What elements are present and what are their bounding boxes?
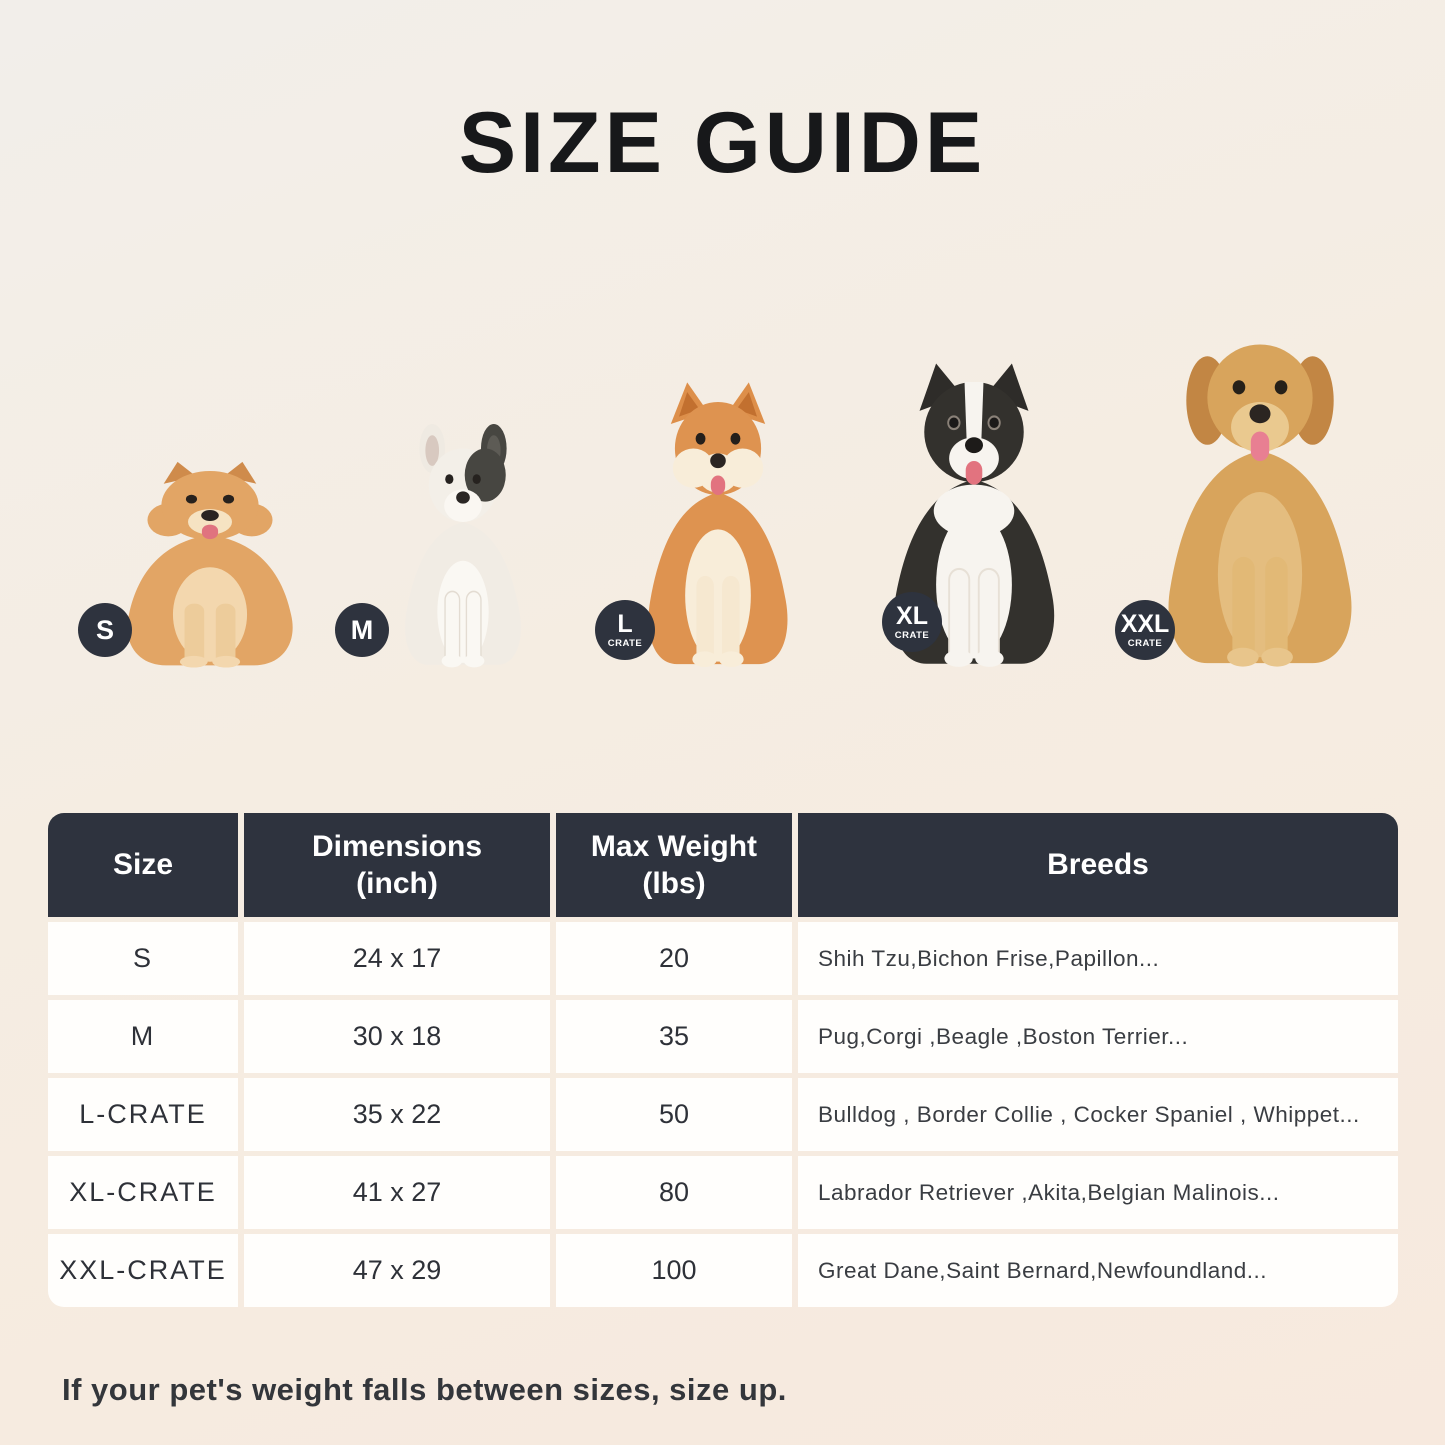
table-header-size-label: Size <box>112 848 174 882</box>
shiba-inu-illustration <box>648 382 788 668</box>
size-badge-s: S <box>78 603 132 657</box>
size-badge-m-label: M <box>350 614 374 645</box>
size-badge-xl-sublabel: CRATE <box>894 629 930 641</box>
size-badge-xl-label: XL <box>896 601 928 630</box>
table-header-max-weight-label: Max Weight <box>590 829 758 863</box>
table-row-l-breeds: Bulldog , Border Collie , Cocker Spaniel… <box>798 1078 1398 1151</box>
table-row-m-dimensions: 30 x 18 <box>244 1000 550 1073</box>
table-row-l-max-weight: 50 <box>556 1078 792 1151</box>
size-badge-m: M <box>335 603 389 657</box>
table-row-xl-breeds: Labrador Retriever ,Akita,Belgian Malino… <box>798 1156 1398 1229</box>
table-header-max-weight-unit: (lbs) <box>642 867 706 900</box>
size-badge-s-label: S <box>95 614 114 645</box>
size-table: Size Dimensions (inch) Max Weight (lbs) … <box>48 813 1398 1307</box>
table-row-xl-size: XL-CRATE <box>48 1156 238 1229</box>
sizing-note: If your pet's weight falls between sizes… <box>62 1372 787 1407</box>
table-header-dimensions: Dimensions (inch) <box>244 813 550 917</box>
size-badge-xxl-crate: XXL CRATE <box>1115 600 1175 660</box>
size-badge-l-crate: L CRATE <box>595 600 655 660</box>
page-title: SIZE GUIDE <box>458 95 987 191</box>
table-row-xxl-breeds: Great Dane,Saint Bernard,Newfoundland... <box>798 1234 1398 1307</box>
table-row-xl-max-weight: 80 <box>556 1156 792 1229</box>
golden-retriever-illustration <box>1168 344 1352 667</box>
table-row-s-max-weight: 20 <box>556 922 792 995</box>
table-row-l-dimensions: 35 x 22 <box>244 1078 550 1151</box>
table-row-m-breeds: Pug,Corgi ,Beagle ,Boston Terrier... <box>798 1000 1398 1073</box>
table-header-size: Size <box>48 813 238 917</box>
table-row-s-dimensions: 24 x 17 <box>244 922 550 995</box>
french-bulldog-illustration <box>405 424 521 668</box>
dog-image-french-bulldog <box>398 424 528 669</box>
table-header-breeds-label: Breeds <box>1047 848 1149 882</box>
table-header-breeds: Breeds <box>798 813 1398 917</box>
table-row-s-breeds: Shih Tzu,Bichon Frise,Papillon... <box>798 922 1398 995</box>
table-row-xxl-dimensions: 47 x 29 <box>244 1234 550 1307</box>
table-row-m-size: M <box>48 1000 238 1073</box>
dog-image-golden-retriever <box>1160 315 1360 669</box>
table-row-m-max-weight: 35 <box>556 1000 792 1073</box>
table-header-max-weight: Max Weight (lbs) <box>556 813 792 917</box>
pomeranian-illustration <box>127 461 293 668</box>
size-badge-xxl-sublabel: CRATE <box>1127 637 1163 649</box>
size-badge-l-sublabel: CRATE <box>607 637 643 649</box>
table-header-dimensions-label: Dimensions <box>311 829 483 863</box>
size-badge-l-label: L <box>617 609 633 638</box>
size-badge-xxl-label: XXL <box>1120 609 1170 638</box>
table-row-l-size: L-CRATE <box>48 1078 238 1151</box>
table-row-xxl-max-weight: 100 <box>556 1234 792 1307</box>
size-badge-xl-crate: XL CRATE <box>882 592 942 652</box>
table-row-xxl-size: XXL-CRATE <box>48 1234 238 1307</box>
table-header-dimensions-unit: (inch) <box>356 867 438 900</box>
table-row-s-size: S <box>48 922 238 995</box>
dog-image-pomeranian <box>122 451 298 669</box>
table-row-xl-dimensions: 41 x 27 <box>244 1156 550 1229</box>
dog-image-shiba-inu <box>640 375 796 669</box>
